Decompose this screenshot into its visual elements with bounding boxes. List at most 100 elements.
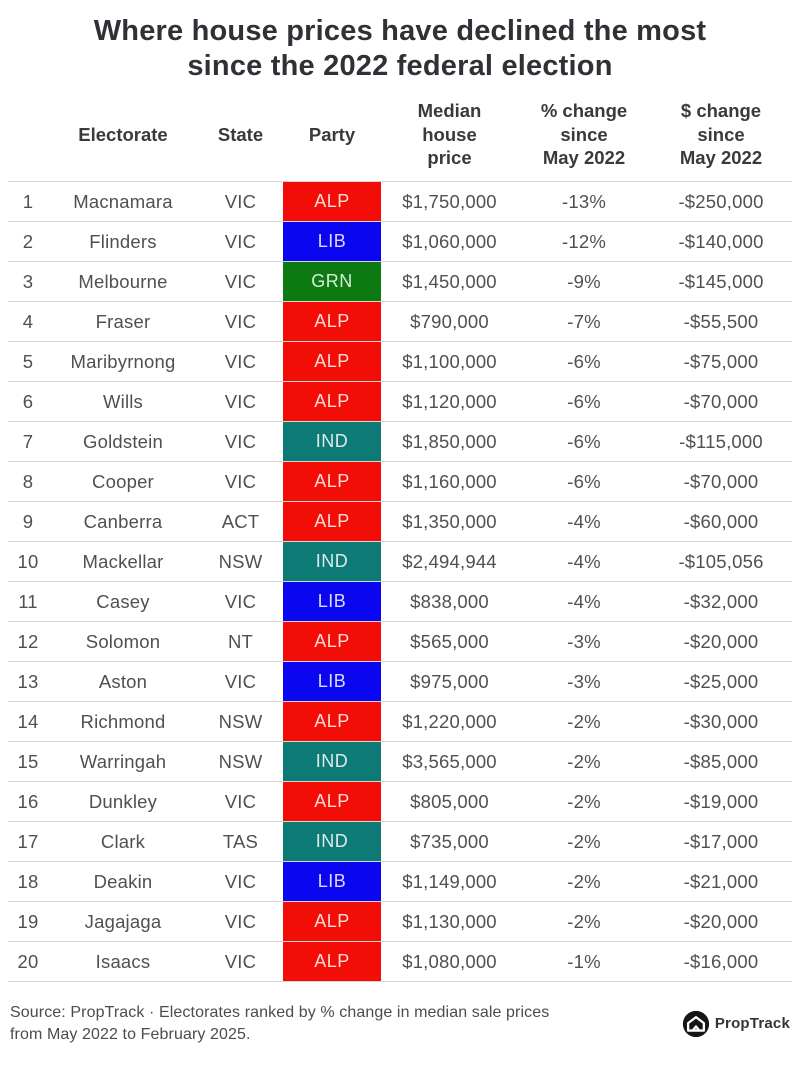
state-cell: NSW <box>198 541 283 583</box>
party-badge: IND <box>283 821 381 863</box>
party-badge: LIB <box>283 861 381 903</box>
party-badge: ALP <box>283 941 381 983</box>
rank-cell: 18 <box>8 861 48 903</box>
party-badge: ALP <box>283 181 381 223</box>
electorate-cell: Jagajaga <box>48 901 198 943</box>
state-cell: VIC <box>198 381 283 423</box>
electorate-cell: Warringah <box>48 741 198 783</box>
state-cell: NSW <box>198 741 283 783</box>
rank-cell: 7 <box>8 421 48 463</box>
state-cell: VIC <box>198 661 283 703</box>
pct-change-cell: -3% <box>518 621 650 663</box>
pct-change-cell: -2% <box>518 741 650 783</box>
proptrack-logo-text: PropTrack <box>714 1015 790 1033</box>
rank-cell: 14 <box>8 701 48 743</box>
table-row: 11 Casey VIC LIB $838,000 -4% -$32,000 <box>8 581 792 623</box>
electorate-cell: Casey <box>48 581 198 623</box>
rank-cell: 15 <box>8 741 48 783</box>
rank-cell: 4 <box>8 301 48 343</box>
source-note: Source: PropTrack · Electorates ranked b… <box>10 1004 550 1043</box>
proptrack-logo: PropTrack <box>682 1010 790 1038</box>
state-column-header: State <box>198 87 283 183</box>
rank-cell: 2 <box>8 221 48 263</box>
state-cell: NT <box>198 621 283 663</box>
pct-change-cell: -2% <box>518 861 650 903</box>
rank-cell: 9 <box>8 501 48 543</box>
electorate-cell: Wills <box>48 381 198 423</box>
median-price-cell: $1,130,000 <box>381 901 518 943</box>
median-price-cell: $1,149,000 <box>381 861 518 903</box>
table-row: 19 Jagajaga VIC ALP $1,130,000 -2% -$20,… <box>8 901 792 943</box>
median-price-cell: $735,000 <box>381 821 518 863</box>
rank-cell: 6 <box>8 381 48 423</box>
pct-change-column-header: % change since May 2022 <box>518 87 650 183</box>
table-row: 15 Warringah NSW IND $3,565,000 -2% -$85… <box>8 741 792 783</box>
dollar-change-cell: -$32,000 <box>650 581 792 623</box>
table-row: 6 Wills VIC ALP $1,120,000 -6% -$70,000 <box>8 381 792 423</box>
dollar-change-cell: -$20,000 <box>650 621 792 663</box>
electorate-cell: Macnamara <box>48 181 198 223</box>
dollar-change-cell: -$105,056 <box>650 541 792 583</box>
house-price-table: Electorate State Party Median house pric… <box>8 87 792 983</box>
dollar-change-cell: -$21,000 <box>650 861 792 903</box>
pct-change-cell: -13% <box>518 181 650 223</box>
rank-cell: 3 <box>8 261 48 303</box>
median-price-cell: $1,350,000 <box>381 501 518 543</box>
table-row: 2 Flinders VIC LIB $1,060,000 -12% -$140… <box>8 221 792 263</box>
header-row: Electorate State Party Median house pric… <box>8 87 792 183</box>
party-badge: ALP <box>283 461 381 503</box>
median-price-cell: $1,160,000 <box>381 461 518 503</box>
pct-change-cell: -4% <box>518 541 650 583</box>
table-row: 8 Cooper VIC ALP $1,160,000 -6% -$70,000 <box>8 461 792 503</box>
median-price-cell: $1,220,000 <box>381 701 518 743</box>
dollar-change-column-header: $ change since May 2022 <box>650 87 792 183</box>
pct-change-cell: -2% <box>518 821 650 863</box>
table-row: 18 Deakin VIC LIB $1,149,000 -2% -$21,00… <box>8 861 792 903</box>
chart-title: Where house prices have declined the mos… <box>93 15 707 82</box>
electorate-cell: Maribyrnong <box>48 341 198 383</box>
party-badge: IND <box>283 421 381 463</box>
electorate-cell: Dunkley <box>48 781 198 823</box>
pct-change-cell: -6% <box>518 421 650 463</box>
electorate-cell: Goldstein <box>48 421 198 463</box>
state-cell: VIC <box>198 221 283 263</box>
table-row: 14 Richmond NSW ALP $1,220,000 -2% -$30,… <box>8 701 792 743</box>
median-price-cell: $1,060,000 <box>381 221 518 263</box>
table-row: 16 Dunkley VIC ALP $805,000 -2% -$19,000 <box>8 781 792 823</box>
rank-cell: 1 <box>8 181 48 223</box>
electorate-cell: Richmond <box>48 701 198 743</box>
state-cell: VIC <box>198 261 283 303</box>
party-badge: ALP <box>283 341 381 383</box>
pct-change-cell: -2% <box>518 701 650 743</box>
pct-change-cell: -3% <box>518 661 650 703</box>
table-row: 9 Canberra ACT ALP $1,350,000 -4% -$60,0… <box>8 501 792 543</box>
pct-change-cell: -12% <box>518 221 650 263</box>
party-badge: LIB <box>283 581 381 623</box>
party-badge: ALP <box>283 501 381 543</box>
table-row: 5 Maribyrnong VIC ALP $1,100,000 -6% -$7… <box>8 341 792 383</box>
electorate-cell: Fraser <box>48 301 198 343</box>
pct-change-cell: -7% <box>518 301 650 343</box>
party-badge: ALP <box>283 701 381 743</box>
party-badge: IND <box>283 541 381 583</box>
median-price-cell: $1,750,000 <box>381 181 518 223</box>
table-row: 13 Aston VIC LIB $975,000 -3% -$25,000 <box>8 661 792 703</box>
table-row: 10 Mackellar NSW IND $2,494,944 -4% -$10… <box>8 541 792 583</box>
median-price-cell: $838,000 <box>381 581 518 623</box>
dollar-change-cell: -$55,500 <box>650 301 792 343</box>
rank-cell: 16 <box>8 781 48 823</box>
party-badge: ALP <box>283 381 381 423</box>
electorate-cell: Isaacs <box>48 941 198 983</box>
pct-change-cell: -2% <box>518 781 650 823</box>
state-cell: VIC <box>198 781 283 823</box>
table-body: 1 Macnamara VIC ALP $1,750,000 -13% -$25… <box>8 181 792 983</box>
state-cell: NSW <box>198 701 283 743</box>
median-price-cell: $565,000 <box>381 621 518 663</box>
state-cell: VIC <box>198 941 283 983</box>
party-badge: ALP <box>283 901 381 943</box>
pct-change-cell: -1% <box>518 941 650 983</box>
state-cell: VIC <box>198 301 283 343</box>
electorate-cell: Clark <box>48 821 198 863</box>
party-badge: LIB <box>283 221 381 263</box>
footer: Source: PropTrack · Electorates ranked b… <box>8 1002 792 1045</box>
